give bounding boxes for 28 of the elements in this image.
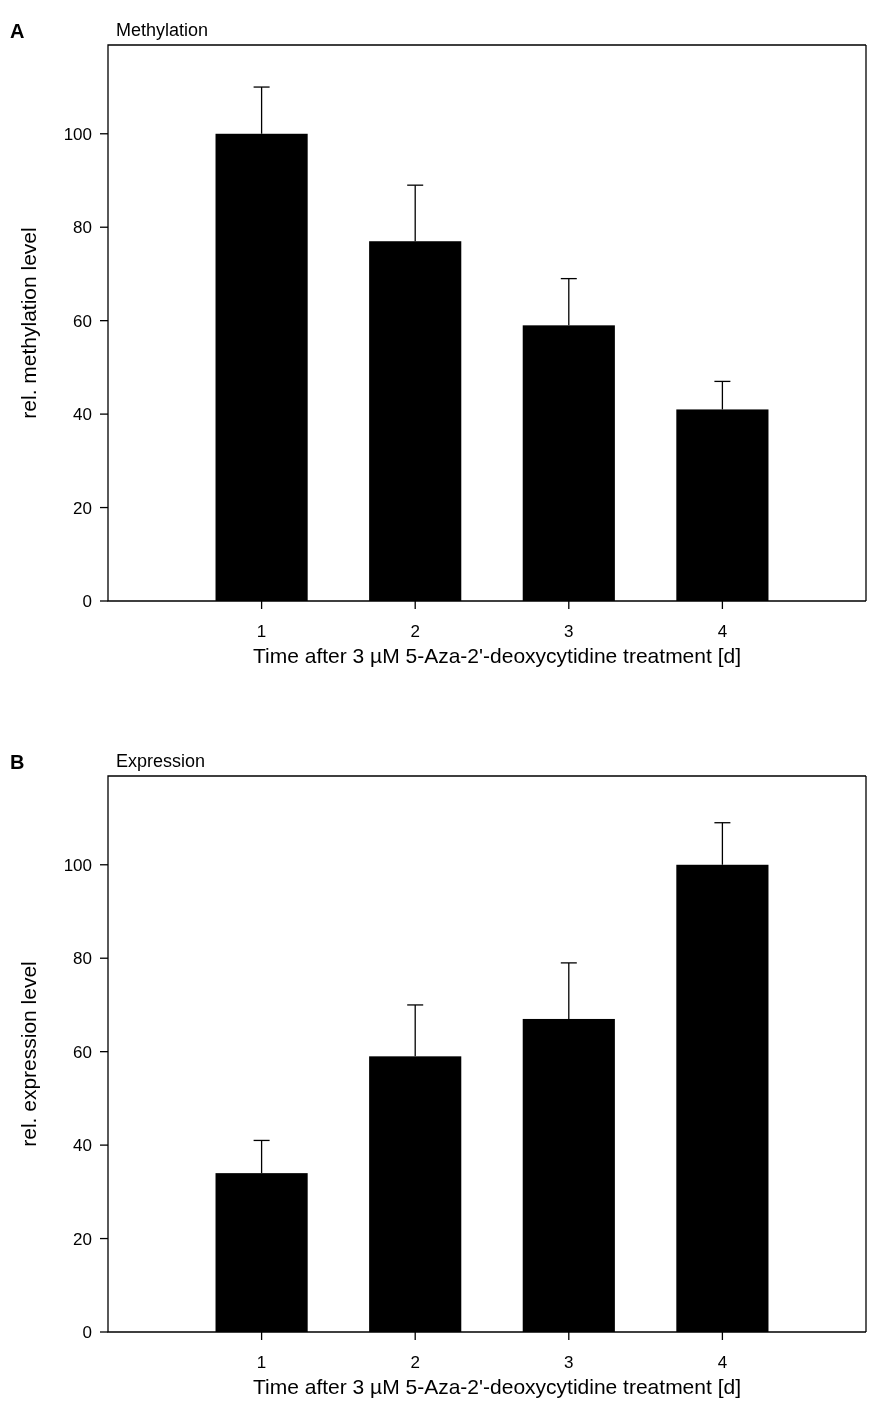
chart-title: Expression (116, 751, 206, 771)
y-tick-label: 20 (73, 498, 92, 518)
y-tick-label: 20 (73, 1229, 92, 1249)
x-tick-label: 2 (410, 1353, 420, 1372)
x-axis-title: Time after 3 µM 5-Aza-2'-deoxycytidine treatment [d] (252, 1375, 742, 1398)
y-axis-title: rel. methylation level (17, 227, 40, 419)
y-tick-label: 60 (73, 311, 92, 331)
y-tick-label: 100 (63, 124, 92, 144)
x-tick-label: 4 (717, 1353, 728, 1372)
x-tick-label: 2 (410, 622, 420, 641)
y-tick-label: 80 (73, 949, 92, 969)
text: A (10, 20, 25, 42)
y-tick-label: 60 (73, 1042, 92, 1062)
y-tick-label: 40 (73, 405, 92, 425)
x-tick-label: 1 (256, 622, 267, 641)
y-tick-label: 40 (73, 1136, 92, 1156)
y-axis-title: rel. expression level (17, 961, 40, 1147)
x-tick-label: 3 (564, 622, 574, 641)
y-tick-label: 0 (82, 591, 92, 611)
y-tick-label: 0 (82, 1322, 92, 1342)
x-tick-label: 3 (564, 1353, 574, 1372)
x-tick-label: 1 (256, 1353, 267, 1372)
y-tick-label: 80 (73, 218, 92, 238)
x-axis-title: Time after 3 µM 5-Aza-2'-deoxycytidine treatment [d] (252, 644, 742, 667)
chart-title: Methylation (116, 20, 209, 40)
x-tick-label: 4 (717, 622, 728, 641)
y-tick-label: 100 (63, 855, 92, 875)
text: B (10, 751, 25, 773)
